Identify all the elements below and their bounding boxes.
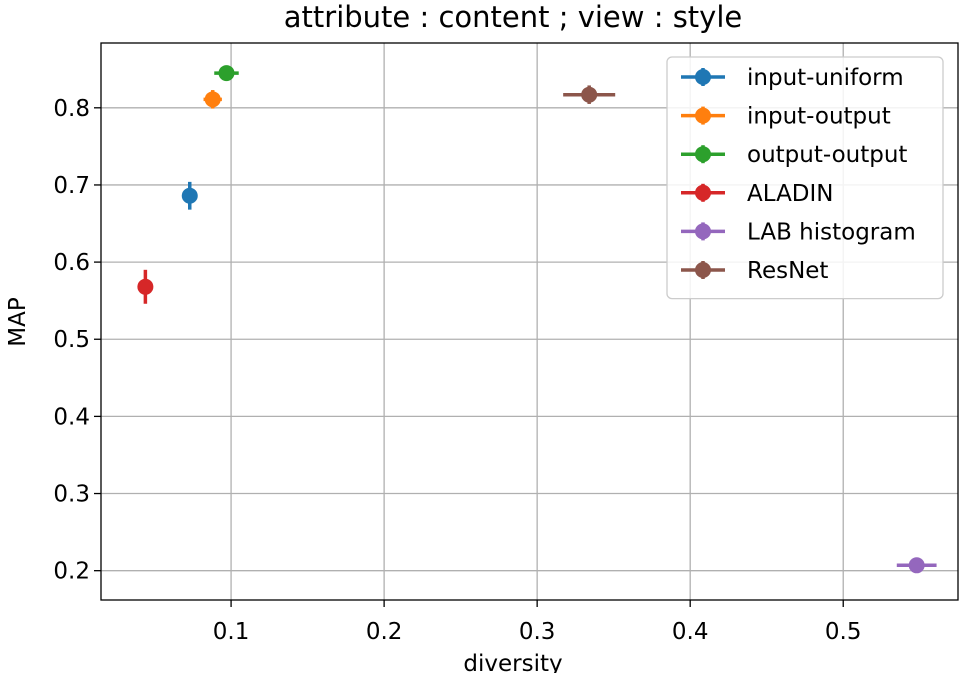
data-point-group — [896, 557, 937, 574]
data-point — [581, 86, 598, 103]
legend-marker — [695, 223, 711, 240]
data-point-group — [137, 269, 154, 304]
legend-label: ALADIN — [747, 181, 834, 207]
legend: input-uniform input-output output-output AL… — [666, 56, 944, 300]
y-tick-label: 0.8 — [53, 96, 90, 122]
legend-frame — [666, 56, 944, 300]
data-point-group — [214, 65, 239, 82]
legend-marker — [695, 262, 711, 278]
x-tick-label: 0.3 — [519, 619, 556, 645]
y-tick-label: 0.3 — [53, 482, 90, 508]
legend-entry: LAB histogram — [681, 219, 916, 245]
legend-marker — [695, 107, 711, 124]
data-points — [137, 65, 937, 574]
legend-label: LAB histogram — [747, 219, 916, 245]
data-point — [137, 278, 154, 295]
x-tick-label: 0.4 — [672, 619, 709, 645]
y-tick-label: 0.7 — [53, 173, 90, 199]
data-point — [218, 65, 235, 82]
chart-title: attribute : content ; view : style — [284, 0, 742, 34]
y-axis-label: MAP — [5, 297, 31, 347]
legend-entry: ResNet — [681, 258, 828, 284]
x-tick-label: 0.2 — [366, 619, 403, 645]
x-axis: 0.1 0.2 0.3 0.4 0.5 — [213, 600, 862, 645]
x-axis-label: diversity — [463, 651, 562, 673]
legend-marker — [695, 69, 711, 85]
y-tick-label: 0.6 — [53, 250, 90, 276]
y-tick-label: 0.2 — [53, 559, 90, 585]
data-point — [181, 187, 198, 204]
y-axis: 0.2 0.3 0.4 0.5 0.6 0.7 0.8 — [53, 96, 101, 585]
legend-label: output-output — [747, 142, 907, 168]
x-tick-label: 0.1 — [213, 619, 250, 645]
data-point-group — [203, 90, 222, 109]
legend-entry: output-output — [681, 142, 907, 168]
y-tick-label: 0.4 — [53, 404, 90, 430]
legend-entry: input-uniform — [681, 65, 904, 91]
legend-label: input-uniform — [747, 65, 904, 91]
x-tick-label: 0.5 — [825, 619, 862, 645]
legend-label: ResNet — [747, 258, 828, 284]
legend-entry: input-output — [681, 104, 891, 130]
legend-label: input-output — [747, 104, 891, 130]
data-point — [204, 91, 221, 108]
legend-entry: ALADIN — [681, 181, 834, 207]
data-point-group — [181, 181, 198, 210]
data-point-group — [563, 85, 616, 104]
y-tick-label: 0.5 — [53, 327, 90, 353]
plot-frame — [100, 42, 959, 601]
data-point — [908, 557, 925, 574]
legend-marker — [695, 146, 711, 163]
legend-marker — [695, 184, 711, 201]
